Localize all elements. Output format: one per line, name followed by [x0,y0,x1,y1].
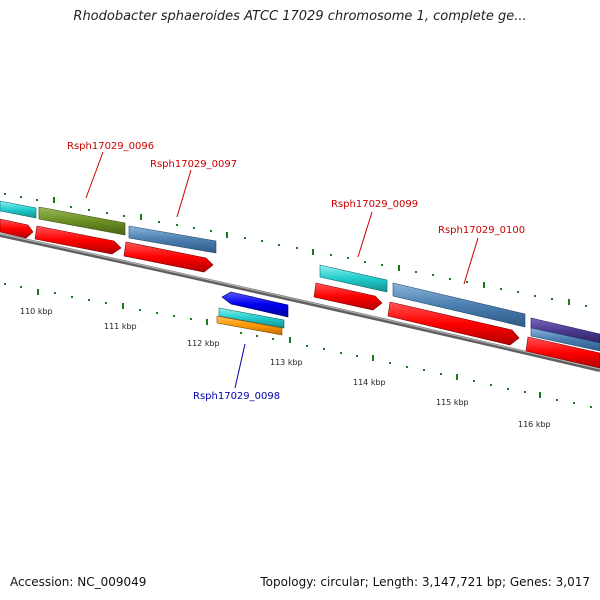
outer-feature-track [0,200,600,352]
tick-label-113: 113 kbp [270,358,303,367]
leader-0096 [85,151,104,199]
cds-track [0,218,600,369]
gene-feature-cyan-edge[interactable] [0,200,37,219]
cds-arrow[interactable] [525,336,600,369]
tick-label-110: 110 kbp [20,307,53,316]
tick-label-111: 111 kbp [104,322,137,331]
gene-feature-indigo-edge-lower[interactable] [530,327,600,352]
leader-0099 [357,211,373,258]
map-title: Rhodobacter sphaeroides ATCC 17029 chrom… [73,9,527,24]
cds-arrow[interactable] [387,301,520,346]
cds-arrow[interactable] [123,241,214,273]
gene-label-0099[interactable]: Rsph17029_0099 [331,199,418,210]
gene-labels: Rsph17029_0096 Rsph17029_0097 Rsph17029_… [67,141,525,402]
cds-arrow[interactable] [34,225,122,255]
tick-label-114: 114 kbp [353,378,386,387]
tick-label-115: 115 kbp [436,398,469,407]
tick-label-112: 112 kbp [187,339,220,348]
chromosome-backbone [0,233,600,372]
cds-arrow[interactable] [313,282,383,311]
gene-feature-rsph17029-0100[interactable] [392,282,526,328]
leader-0098 [234,343,246,389]
chromosome-backbone-highlight [0,233,600,370]
gene-label-0100[interactable]: Rsph17029_0100 [438,225,525,236]
leader-0100 [463,237,479,285]
tick-labels: 110 kbp 111 kbp 112 kbp 113 kbp 114 kbp … [20,307,551,429]
upper-scale-ticks [4,193,587,307]
gene-feature-indigo-edge[interactable] [530,317,600,344]
gene-feature-rsph17029-0099[interactable] [319,264,388,293]
gene-label-0097[interactable]: Rsph17029_0097 [150,159,237,170]
gene-label-0098[interactable]: Rsph17029_0098 [193,391,280,402]
reverse-feature-track [216,291,289,336]
gene-feature-rsph17029-0098[interactable] [221,291,289,318]
orange-feature-rsph17029-0098[interactable] [216,315,283,336]
cds-arrow[interactable] [0,218,34,239]
lower-scale-ticks [4,283,592,408]
accession-text: Accession: NC_009049 [10,575,147,589]
rna-feature-rsph17029-0098[interactable] [218,307,285,329]
leader-0097 [176,169,192,218]
label-leaders [85,151,479,389]
gene-feature-rsph17029-0096[interactable] [38,206,126,236]
tick-label-116: 116 kbp [518,420,551,429]
gene-label-0096[interactable]: Rsph17029_0096 [67,141,154,152]
gene-feature-rsph17029-0097[interactable] [128,225,217,254]
topology-text: Topology: circular; Length: 3,147,721 bp… [260,575,590,589]
